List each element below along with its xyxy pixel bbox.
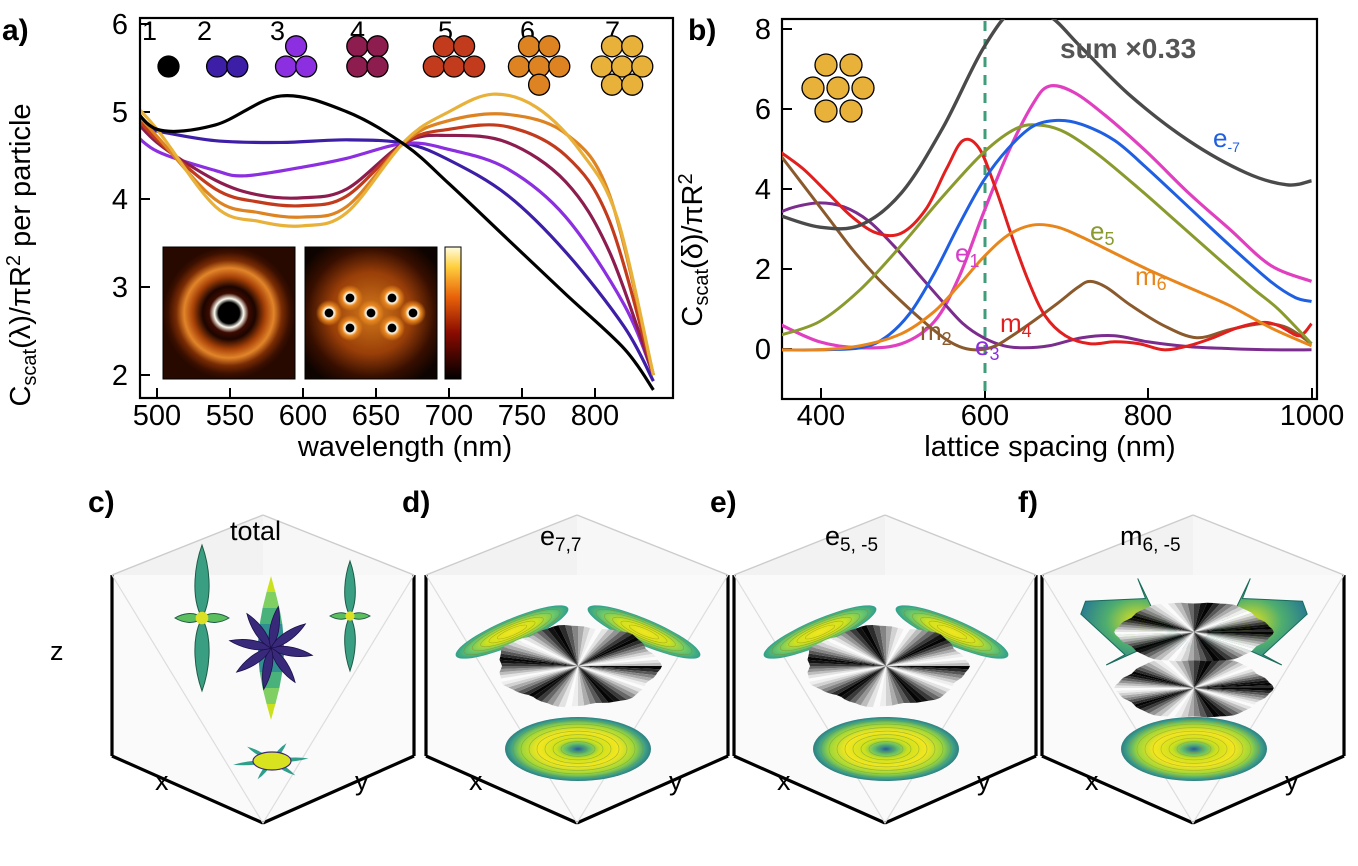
svg-text:750: 750 xyxy=(498,400,546,432)
svg-text:c): c) xyxy=(88,486,115,519)
svg-text:800: 800 xyxy=(571,400,619,432)
svg-text:y: y xyxy=(977,766,991,796)
svg-text:550: 550 xyxy=(206,400,254,432)
svg-text:1: 1 xyxy=(142,16,157,46)
svg-text:y: y xyxy=(1285,766,1299,796)
svg-text:z: z xyxy=(50,636,64,666)
svg-text:650: 650 xyxy=(352,400,400,432)
svg-text:2: 2 xyxy=(755,254,771,286)
svg-text:x: x xyxy=(469,766,483,796)
svg-text:a): a) xyxy=(2,14,29,47)
svg-text:lattice spacing (nm): lattice spacing (nm) xyxy=(924,431,1175,463)
svg-text:2: 2 xyxy=(197,16,212,46)
svg-text:1000: 1000 xyxy=(1280,400,1345,432)
svg-text:6: 6 xyxy=(112,9,128,41)
svg-text:total: total xyxy=(230,516,281,546)
svg-text:x: x xyxy=(155,766,169,796)
svg-text:400: 400 xyxy=(797,400,845,432)
svg-text:800: 800 xyxy=(1124,400,1172,432)
svg-text:600: 600 xyxy=(279,400,327,432)
svg-text:5: 5 xyxy=(112,97,128,129)
svg-text:4: 4 xyxy=(755,174,771,206)
svg-text:b): b) xyxy=(688,14,716,47)
svg-text:8: 8 xyxy=(755,14,771,46)
svg-text:500: 500 xyxy=(133,400,181,432)
svg-text:x: x xyxy=(1085,766,1099,796)
svg-text:y: y xyxy=(355,766,369,796)
svg-text:6: 6 xyxy=(755,94,771,126)
svg-text:600: 600 xyxy=(961,400,1009,432)
svg-text:x: x xyxy=(777,766,791,796)
svg-text:4: 4 xyxy=(112,184,128,216)
svg-text:0: 0 xyxy=(755,334,771,366)
svg-text:d): d) xyxy=(402,486,430,519)
svg-text:2: 2 xyxy=(112,360,128,392)
svg-text:700: 700 xyxy=(425,400,473,432)
svg-text:y: y xyxy=(669,766,683,796)
svg-text:e): e) xyxy=(710,486,737,519)
svg-text:sum ×0.33: sum ×0.33 xyxy=(1060,33,1196,64)
svg-text:f): f) xyxy=(1018,486,1038,519)
svg-text:3: 3 xyxy=(270,16,285,46)
svg-text:wavelength (nm): wavelength (nm) xyxy=(297,431,512,463)
svg-text:3: 3 xyxy=(112,272,128,304)
